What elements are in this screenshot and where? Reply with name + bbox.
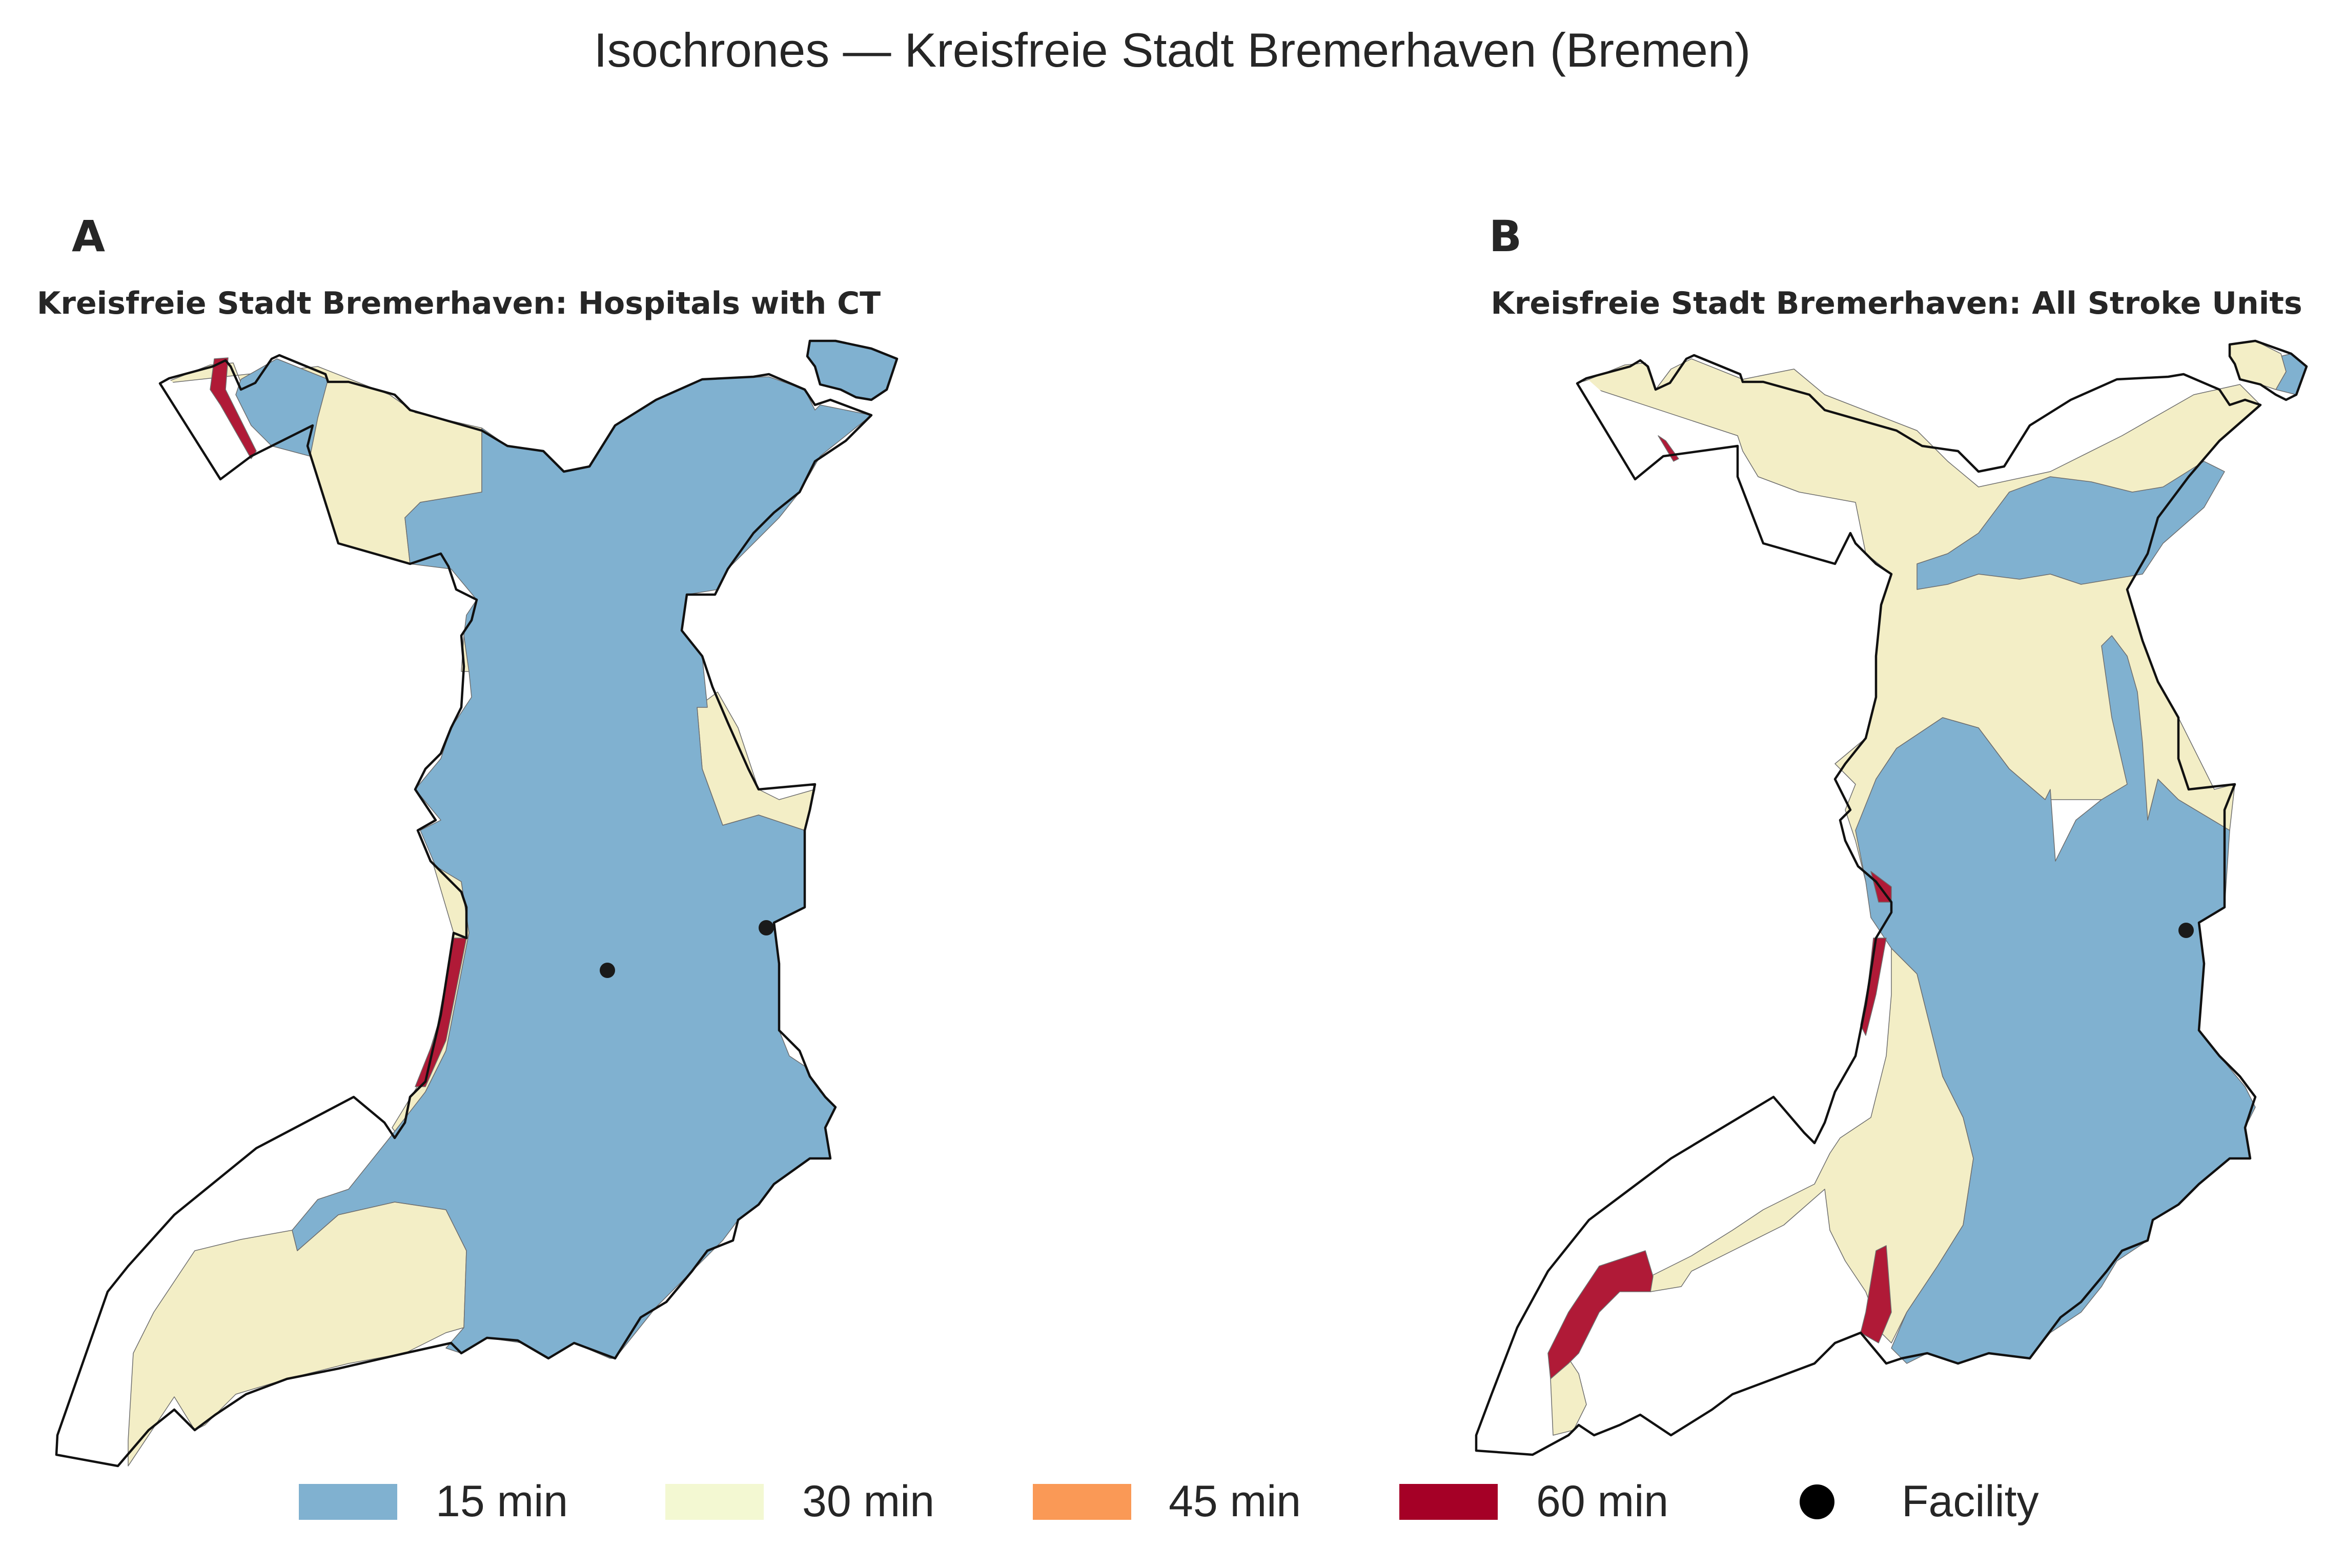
panel-a-letter: A bbox=[72, 211, 105, 261]
legend-item-facility: Facility bbox=[1800, 1477, 2039, 1526]
legend: 15 min 30 min 45 min 60 min Facility bbox=[299, 1477, 2039, 1526]
panel-b-zone-60min-southwest bbox=[1547, 1250, 1654, 1379]
panel-a-map bbox=[55, 339, 899, 1468]
panel-b-zone-15min-main bbox=[1855, 635, 2256, 1364]
panel-b-zone-60min-south bbox=[1860, 1245, 1892, 1343]
panel-a-boundary-north bbox=[55, 354, 873, 1468]
legend-swatch-45min bbox=[1033, 1484, 1131, 1520]
legend-swatch-30min bbox=[665, 1484, 764, 1520]
panel-b-zone-15min-north bbox=[1916, 461, 2225, 590]
panel-a-hospitals-with-ct: A Kreisfreie Stadt Bremerhaven: Hospital… bbox=[37, 211, 899, 1468]
legend-item-60min: 60 min bbox=[1399, 1477, 1668, 1526]
legend-label-30min: 30 min bbox=[802, 1477, 934, 1526]
legend-label-60min: 60 min bbox=[1536, 1477, 1668, 1526]
panel-b-map bbox=[1475, 339, 2308, 1456]
figure-title: Isochrones — Kreisfreie Stadt Bremerhave… bbox=[594, 23, 1751, 77]
legend-facility-marker bbox=[1800, 1484, 1834, 1519]
panel-b-title: Kreisfreie Stadt Bremerhaven: All Stroke… bbox=[1491, 286, 2302, 321]
legend-item-30min: 30 min bbox=[665, 1477, 934, 1526]
legend-label-15min: 15 min bbox=[436, 1477, 568, 1526]
legend-item-15min: 15 min bbox=[299, 1477, 568, 1526]
legend-label-facility: Facility bbox=[1902, 1477, 2039, 1526]
legend-label-45min: 45 min bbox=[1169, 1477, 1301, 1526]
legend-swatch-15min bbox=[299, 1484, 397, 1520]
legend-item-45min: 45 min bbox=[1033, 1477, 1301, 1526]
panel-b-boundary-island bbox=[2228, 339, 2308, 401]
panel-b-boundary-north bbox=[1475, 354, 2262, 1456]
panel-a-boundary-island bbox=[806, 339, 899, 401]
panel-a-facility-marker bbox=[759, 920, 774, 935]
panel-b-letter: B bbox=[1489, 211, 1522, 261]
panel-a-gap-nw bbox=[159, 379, 251, 479]
panel-b-all-stroke-units: B Kreisfreie Stadt Bremerhaven: All Stro… bbox=[1475, 211, 2308, 1456]
panel-b-facility-marker bbox=[2178, 923, 2194, 938]
legend-swatch-60min bbox=[1399, 1484, 1498, 1520]
panel-b-gap-nw bbox=[1576, 380, 1663, 479]
panel-a-facility-marker bbox=[600, 963, 615, 978]
panel-a-title: Kreisfreie Stadt Bremerhaven: Hospitals … bbox=[37, 286, 881, 321]
